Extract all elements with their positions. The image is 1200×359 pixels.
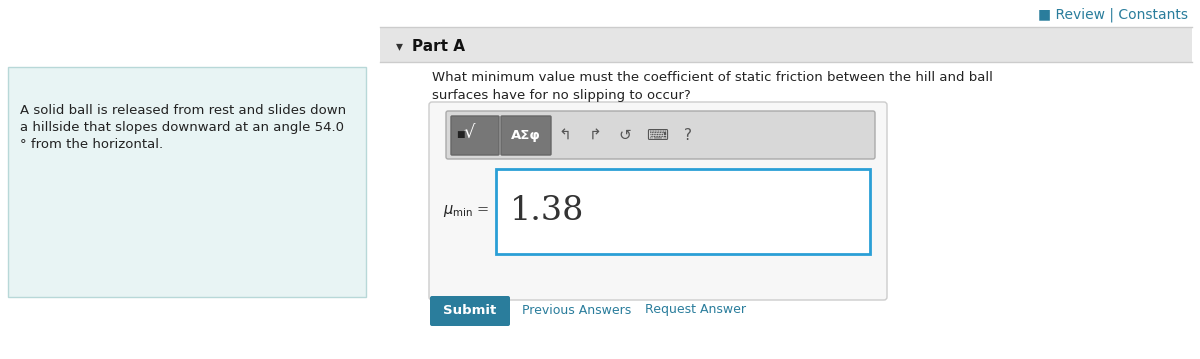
Text: a hillside that slopes downward at an angle 54.0: a hillside that slopes downward at an an… xyxy=(20,121,344,134)
Text: ⌨: ⌨ xyxy=(646,127,668,143)
Text: 1.38: 1.38 xyxy=(510,195,584,227)
Text: surfaces have for no slipping to occur?: surfaces have for no slipping to occur? xyxy=(432,89,691,102)
Text: Part A: Part A xyxy=(412,39,466,54)
Text: A solid ball is released from rest and slides down: A solid ball is released from rest and s… xyxy=(20,104,346,117)
FancyBboxPatch shape xyxy=(380,27,1192,62)
Text: AΣφ: AΣφ xyxy=(511,129,541,141)
FancyBboxPatch shape xyxy=(430,296,510,326)
FancyBboxPatch shape xyxy=(446,111,875,159)
Text: ° from the horizontal.: ° from the horizontal. xyxy=(20,138,163,151)
Text: ↰: ↰ xyxy=(559,127,571,143)
FancyBboxPatch shape xyxy=(451,116,499,155)
FancyBboxPatch shape xyxy=(496,169,870,254)
Text: Request Answer: Request Answer xyxy=(646,303,746,317)
Text: ?: ? xyxy=(684,127,692,143)
Text: What minimum value must the coefficient of static friction between the hill and : What minimum value must the coefficient … xyxy=(432,71,992,84)
Text: √: √ xyxy=(463,124,474,142)
Text: ↺: ↺ xyxy=(619,127,631,143)
FancyBboxPatch shape xyxy=(430,102,887,300)
Text: ■: ■ xyxy=(456,131,464,140)
Text: ■ Review | Constants: ■ Review | Constants xyxy=(1038,7,1188,22)
Text: ▾: ▾ xyxy=(396,39,403,53)
Text: Previous Answers: Previous Answers xyxy=(522,303,631,317)
Text: Submit: Submit xyxy=(443,303,497,317)
Text: ↱: ↱ xyxy=(589,127,601,143)
Text: $\mu_{\rm min}$ =: $\mu_{\rm min}$ = xyxy=(444,203,490,219)
FancyBboxPatch shape xyxy=(8,67,366,297)
FancyBboxPatch shape xyxy=(502,116,551,155)
